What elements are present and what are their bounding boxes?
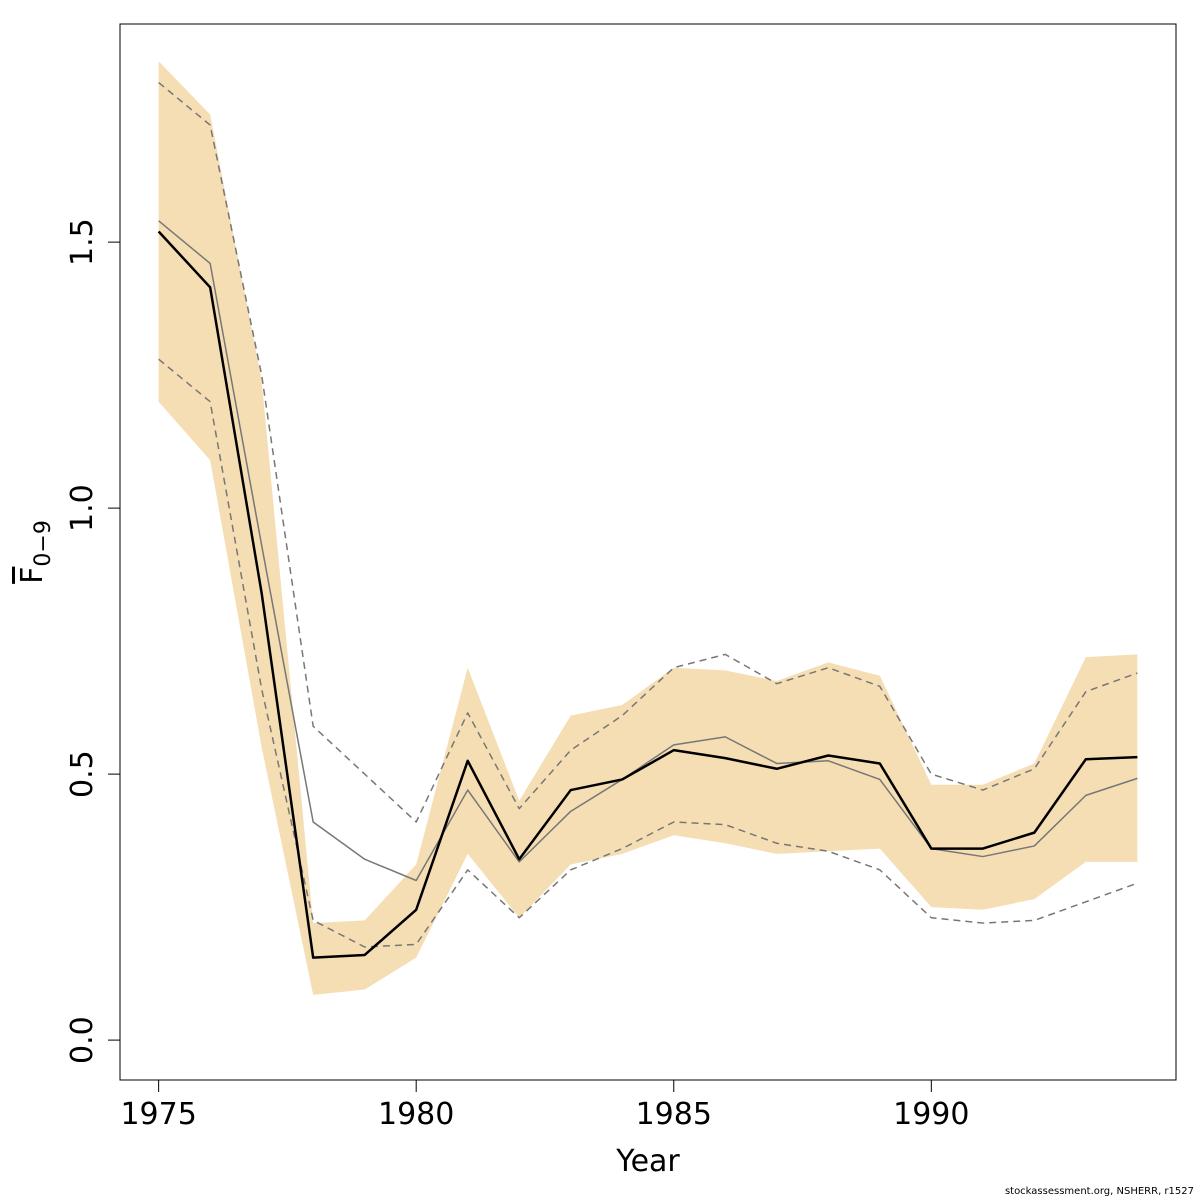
series-line-2 — [158, 220, 1138, 882]
svg-text:F0−9: F0−9 — [15, 520, 56, 584]
series-lines-layer — [157, 81, 1138, 959]
x-tick-label: 1990 — [893, 1097, 969, 1132]
series-line-4 — [158, 358, 1138, 948]
x-axis: 1975 1980 1985 1990 — [120, 1079, 969, 1132]
y-axis: 0.0 0.5 1.0 1.5 — [65, 218, 121, 1064]
y-tick-label: 1.5 — [65, 218, 100, 266]
confidence-band-layer — [158, 61, 1138, 995]
x-tick-label: 1975 — [120, 1097, 196, 1132]
confidence-band — [158, 61, 1138, 995]
y-tick-label: 1.0 — [65, 484, 100, 532]
x-axis-title: Year — [615, 1144, 680, 1179]
y-tick-label: 0.0 — [65, 1016, 100, 1064]
series-line-3 — [158, 81, 1138, 823]
x-tick-label: 1985 — [636, 1097, 712, 1132]
series-line-1 — [157, 230, 1138, 959]
y-axis-title: F0−9 — [15, 520, 56, 584]
y-axis-title-subscript: 0−9 — [31, 520, 56, 566]
credit-text: stockassessment.org, NSHERR, r1527 — [1004, 1186, 1194, 1197]
y-tick-label: 0.5 — [65, 750, 100, 798]
y-axis-title-base: F — [15, 567, 50, 584]
x-tick-label: 1980 — [378, 1097, 454, 1132]
